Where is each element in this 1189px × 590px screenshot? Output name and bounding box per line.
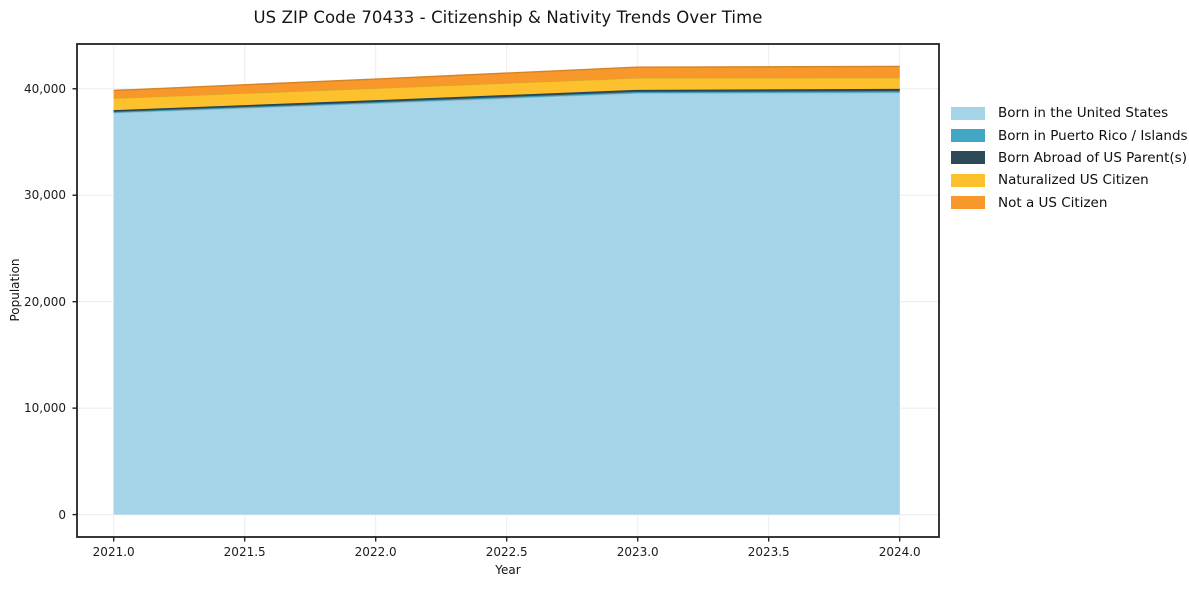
y-tick-label: 30,000 [24, 188, 66, 203]
area-layer [113, 88, 900, 112]
legend-item: Born in Puerto Rico / Islands [951, 124, 1188, 146]
legend-label: Born Abroad of US Parent(s) [998, 149, 1187, 166]
legend-item: Born in the United States [951, 102, 1188, 124]
born-in-us-swatch [951, 106, 985, 120]
legend: Born in the United States Born in Puerto… [951, 102, 1188, 214]
x-axis-label: Year [495, 563, 521, 577]
y-axis-label: Population [8, 258, 22, 322]
legend-label: Born in Puerto Rico / Islands [998, 127, 1188, 144]
legend-item: Not a US Citizen [951, 192, 1188, 214]
legend-label: Naturalized US Citizen [998, 172, 1149, 189]
y-tick-label: 20,000 [24, 294, 66, 309]
x-tick-label: 2024.0 [878, 545, 921, 559]
x-tick-label: 2021.5 [223, 545, 266, 559]
y-tick-label: 0 [58, 507, 66, 522]
y-tick-label: 40,000 [24, 81, 66, 96]
area-layer [113, 92, 900, 515]
area-layer [113, 66, 900, 99]
x-tick-label: 2023.0 [616, 545, 659, 559]
born-in-puerto-rico-swatch [951, 129, 985, 143]
chart-title: US ZIP Code 70433 - Citizenship & Nativi… [253, 8, 763, 27]
area-layer [113, 77, 900, 111]
y-tick-label: 10,000 [24, 401, 66, 416]
plot-frame [76, 43, 940, 538]
legend-item: Naturalized US Citizen [951, 169, 1188, 191]
naturalized-citizen-swatch [951, 173, 985, 187]
x-tick-label: 2022.5 [485, 545, 528, 559]
legend-item: Born Abroad of US Parent(s) [951, 147, 1188, 169]
x-tick-label: 2023.5 [747, 545, 790, 559]
born-abroad-swatch [951, 151, 985, 165]
legend-label: Not a US Citizen [998, 194, 1108, 211]
legend-label: Born in the United States [998, 105, 1169, 122]
x-tick-label: 2021.0 [92, 545, 135, 559]
area-top-edge [113, 65, 900, 92]
x-tick-label: 2022.0 [354, 545, 397, 559]
not-a-citizen-swatch [951, 196, 985, 210]
